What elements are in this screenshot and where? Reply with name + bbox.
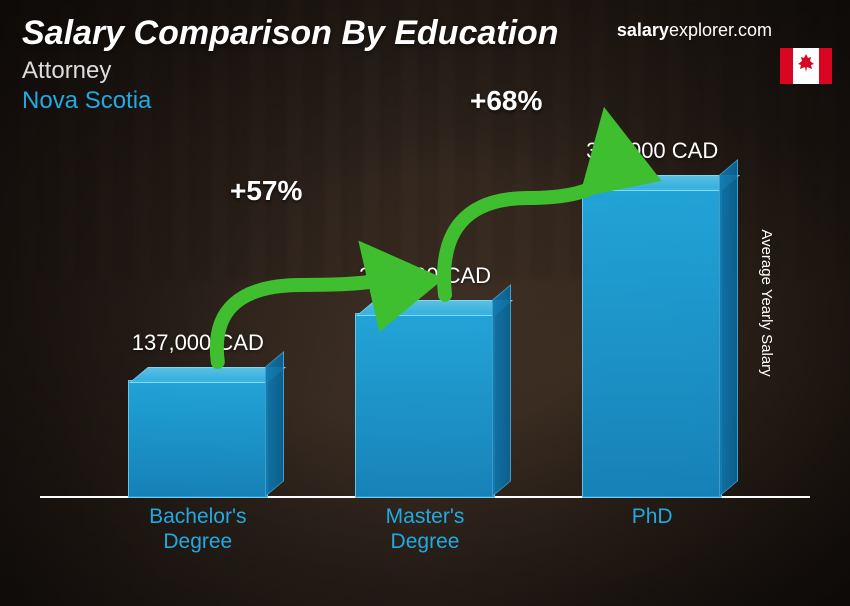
bar-value-label: 215,000 CAD bbox=[325, 263, 525, 289]
brand-rest: explorer.com bbox=[669, 20, 772, 40]
bar-category-label: Master'sDegree bbox=[335, 504, 515, 554]
bar bbox=[128, 380, 268, 498]
chart-subtitle-job: Attorney bbox=[22, 57, 559, 85]
header: Salary Comparison By Education Attorney … bbox=[22, 14, 559, 115]
brand-logo: salaryexplorer.com bbox=[617, 20, 772, 41]
chart-subtitle-region: Nova Scotia bbox=[22, 87, 559, 115]
y-axis-label: Average Yearly Salary bbox=[758, 229, 775, 376]
canada-flag-icon bbox=[780, 48, 832, 84]
chart-title: Salary Comparison By Education bbox=[22, 14, 559, 53]
bar-category-label: Bachelor'sDegree bbox=[108, 504, 288, 554]
bar bbox=[355, 313, 495, 498]
brand-bold: salary bbox=[617, 20, 669, 40]
flag-right-band bbox=[819, 48, 832, 84]
bar bbox=[582, 188, 722, 498]
bar-value-label: 360,000 CAD bbox=[552, 138, 752, 164]
flag-left-band bbox=[780, 48, 793, 84]
bar-category-label: PhD bbox=[562, 504, 742, 529]
bar-value-label: 137,000 CAD bbox=[98, 330, 298, 356]
bar-chart: 137,000 CADBachelor'sDegree215,000 CADMa… bbox=[70, 150, 780, 546]
